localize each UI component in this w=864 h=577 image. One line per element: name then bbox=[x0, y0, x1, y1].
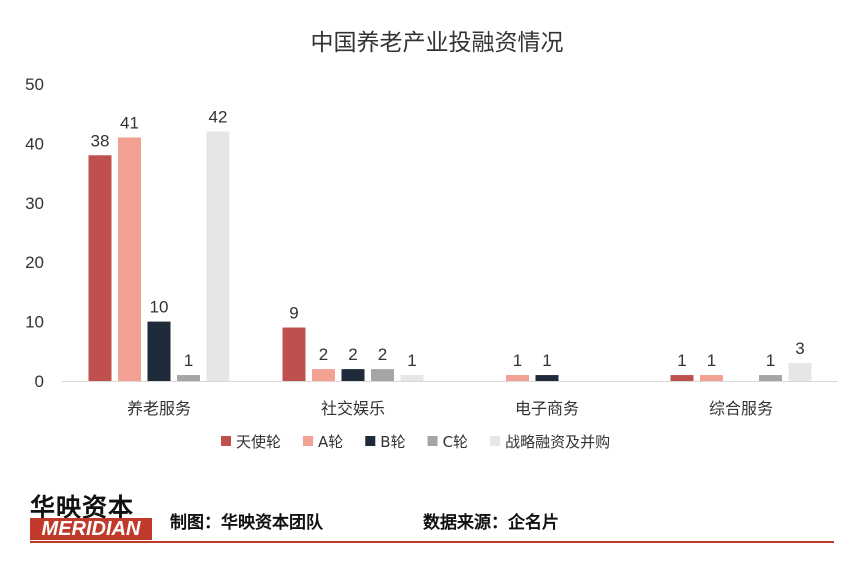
chart-title: 中国养老产业投融资情况 bbox=[311, 30, 564, 56]
bar bbox=[506, 375, 529, 381]
bar-chart: 中国养老产业投融资情况 0 10 20 30 40 50 38 41 10 1 42 9 2 2 2 1 1 1… bbox=[25, 30, 838, 451]
bar bbox=[371, 369, 394, 381]
legend-swatch bbox=[365, 436, 376, 446]
bar bbox=[700, 375, 723, 381]
bar bbox=[670, 375, 694, 381]
legend-swatch bbox=[427, 436, 438, 446]
bar bbox=[759, 375, 782, 381]
chart-credit: 制图：华映资本团队 bbox=[170, 513, 323, 533]
data-source: 数据来源：企名片 bbox=[423, 513, 559, 533]
data-label: 1 bbox=[184, 351, 193, 370]
legend-label: 天使轮 bbox=[236, 433, 281, 451]
y-tick-label: 10 bbox=[25, 313, 44, 332]
y-tick-label: 50 bbox=[25, 75, 44, 94]
bars: 38 41 10 1 42 9 2 2 2 1 1 1 1 1 1 3 bbox=[88, 108, 812, 381]
y-axis: 0 10 20 30 40 50 bbox=[25, 75, 838, 391]
data-label: 38 bbox=[91, 131, 110, 150]
legend-label: 战略融资及并购 bbox=[505, 433, 610, 451]
x-category-label: 社交娱乐 bbox=[321, 399, 385, 418]
y-tick-label: 0 bbox=[35, 372, 44, 391]
bar bbox=[312, 369, 335, 381]
data-label: 1 bbox=[542, 351, 551, 370]
data-label: 1 bbox=[707, 351, 716, 370]
x-category-label: 电子商务 bbox=[515, 399, 579, 418]
data-label: 10 bbox=[150, 298, 169, 317]
x-category-label: 综合服务 bbox=[709, 399, 773, 418]
legend-label: B轮 bbox=[380, 433, 405, 451]
data-label: 42 bbox=[209, 108, 228, 127]
bar bbox=[118, 137, 141, 381]
bar bbox=[341, 369, 365, 381]
data-label: 2 bbox=[319, 345, 328, 364]
data-label: 2 bbox=[378, 345, 387, 364]
x-category-label: 养老服务 bbox=[127, 399, 191, 418]
legend-swatch bbox=[490, 436, 501, 446]
data-label: 1 bbox=[513, 351, 522, 370]
legend-swatch bbox=[303, 436, 314, 446]
y-tick-label: 40 bbox=[25, 134, 44, 153]
x-axis: 养老服务 社交娱乐 电子商务 综合服务 bbox=[127, 399, 773, 418]
bar bbox=[788, 363, 812, 381]
data-label: 1 bbox=[677, 351, 686, 370]
data-label: 41 bbox=[120, 113, 139, 132]
logo-chinese: 华映资本 bbox=[30, 493, 135, 522]
bar bbox=[206, 131, 230, 381]
bar bbox=[282, 327, 306, 381]
legend-swatch bbox=[221, 436, 231, 446]
legend-label: A轮 bbox=[318, 433, 343, 451]
bar bbox=[147, 321, 171, 381]
data-label: 2 bbox=[348, 345, 357, 364]
data-label: 3 bbox=[795, 339, 804, 358]
bar bbox=[535, 375, 559, 381]
bar bbox=[177, 375, 200, 381]
legend-label: C轮 bbox=[443, 433, 468, 451]
y-tick-label: 30 bbox=[25, 194, 44, 213]
legend: 天使轮 A轮 B轮 C轮 战略融资及并购 bbox=[221, 433, 610, 451]
logo-meridian: MERIDIAN bbox=[30, 518, 152, 540]
y-tick-label: 20 bbox=[25, 253, 44, 272]
footer-rule bbox=[30, 541, 834, 543]
bar bbox=[88, 155, 112, 381]
bar bbox=[400, 375, 424, 381]
data-label: 9 bbox=[289, 304, 298, 323]
data-label: 1 bbox=[766, 351, 775, 370]
data-label: 1 bbox=[407, 351, 416, 370]
footer: 华映资本 MERIDIAN 制图：华映资本团队 数据来源：企名片 bbox=[30, 488, 834, 544]
